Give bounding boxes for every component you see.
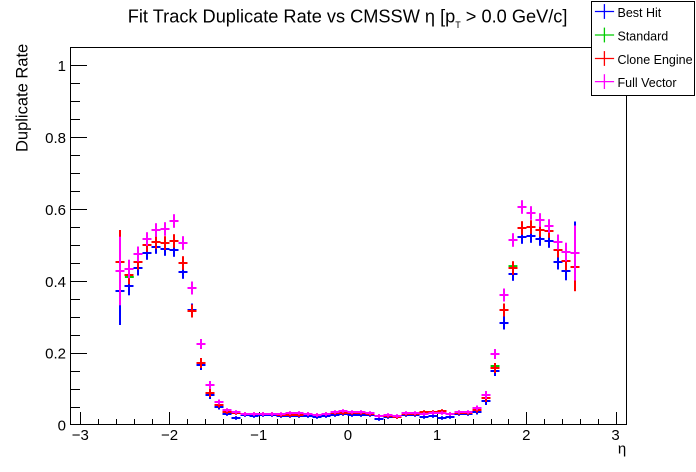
svg-text:0.6: 0.6	[45, 202, 66, 219]
svg-text:Fit Track Duplicate Rate vs CM: Fit Track Duplicate Rate vs CMSSW η [pT …	[128, 7, 568, 31]
svg-text:3: 3	[611, 427, 619, 444]
svg-text:2: 2	[522, 427, 530, 444]
svg-text:η: η	[618, 441, 626, 458]
svg-text:0.8: 0.8	[45, 130, 66, 147]
svg-text:Full Vector: Full Vector	[618, 76, 677, 90]
svg-text:1: 1	[433, 427, 441, 444]
svg-text:0.4: 0.4	[45, 274, 66, 291]
svg-text:0.2: 0.2	[45, 346, 66, 363]
svg-text:0: 0	[344, 427, 352, 444]
svg-text:Duplicate Rate: Duplicate Rate	[14, 44, 32, 152]
svg-text:−3: −3	[72, 427, 89, 444]
svg-text:0: 0	[58, 418, 66, 435]
svg-text:Best Hit: Best Hit	[618, 6, 662, 20]
svg-text:Standard: Standard	[618, 29, 669, 43]
svg-text:1: 1	[58, 58, 66, 75]
svg-text:Clone Engine: Clone Engine	[618, 53, 693, 67]
svg-text:−1: −1	[250, 427, 267, 444]
svg-text:−2: −2	[161, 427, 178, 444]
